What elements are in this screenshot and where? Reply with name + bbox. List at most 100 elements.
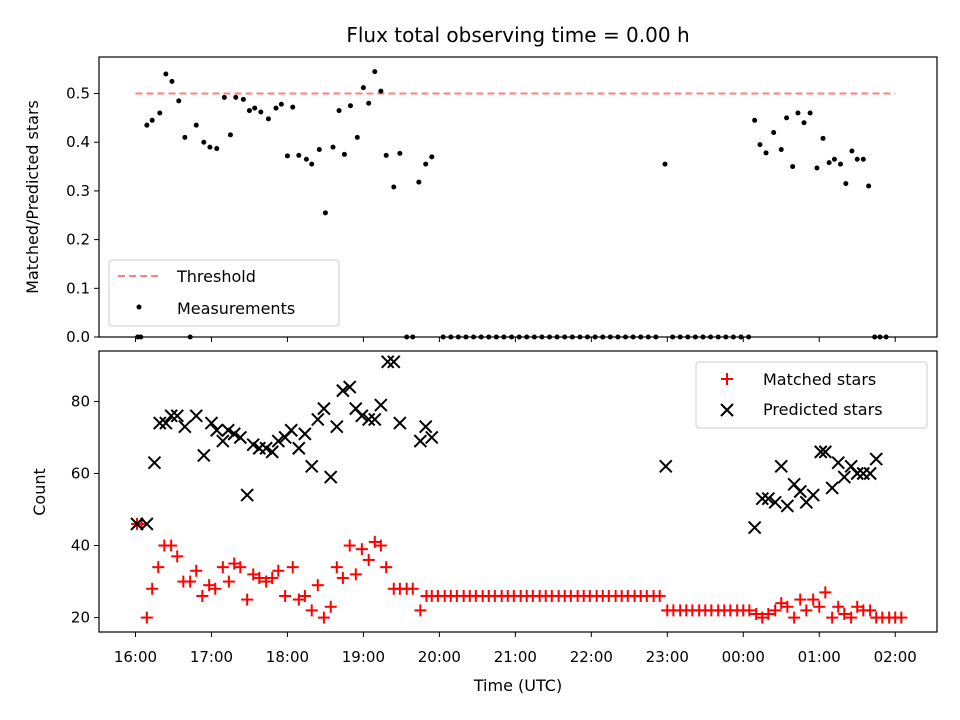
matched-star-point: [260, 575, 273, 588]
predicted-star-point: [413, 434, 428, 448]
measurement-point: [807, 110, 813, 116]
predicted-star-point: [292, 441, 306, 455]
predicted-star-point: [271, 434, 286, 448]
measurement-point: [265, 116, 271, 122]
measurement-point: [207, 144, 213, 150]
measurement-point: [354, 134, 360, 140]
matched-legend-label: Matched stars: [763, 370, 876, 389]
ratio-panel-frame: [98, 56, 938, 338]
predicted-star-point: [170, 409, 184, 423]
matched-star-point: [190, 564, 203, 577]
count-x-tick-label: 02:00: [874, 648, 917, 666]
matched-star-point: [266, 571, 279, 584]
measurement-point: [214, 146, 220, 152]
measurement-point: [831, 156, 837, 162]
measurement-point: [221, 94, 227, 100]
matched-star-point: [762, 607, 775, 620]
measurement-point: [366, 100, 372, 106]
ratio-x-ticks: [134, 337, 896, 342]
predicted-star-point: [837, 470, 852, 484]
predicted-star-point: [780, 499, 795, 513]
matched-star-point: [775, 597, 788, 610]
matched-legend-swatch: [721, 373, 733, 385]
measurement-point: [252, 105, 258, 111]
measurement-point: [284, 153, 290, 159]
predicted-star-point: [814, 445, 828, 459]
predicted-star-point: [240, 488, 254, 502]
matched-star-point: [317, 611, 330, 624]
ratio-y-tick-label: 0.1: [66, 279, 90, 297]
ratio-legend-box: [108, 259, 340, 327]
measurement-point: [322, 210, 328, 216]
predicted-star-point: [317, 401, 331, 416]
predicted-star-point: [850, 466, 864, 481]
matched-star-point: [743, 604, 756, 617]
predicted-star-point: [374, 398, 388, 412]
matched-star-point: [324, 600, 337, 613]
measurement-point: [378, 88, 384, 94]
measurement-point: [149, 117, 155, 123]
measurement-point: [144, 122, 150, 128]
count-x-tick-label: 01:00: [798, 648, 841, 666]
matched-star-point: [826, 611, 839, 624]
matched-star-point: [196, 589, 209, 602]
matched-star-point: [234, 561, 247, 574]
matched-star-point: [750, 607, 763, 620]
predicted-star-point: [153, 416, 167, 430]
predicted-star-point: [387, 355, 401, 369]
measurement-point: [233, 94, 239, 100]
measurement-point: [849, 148, 855, 154]
predicted-star-point: [147, 455, 162, 470]
matched-star-point: [838, 607, 851, 620]
measurement-point: [801, 120, 807, 126]
matched-star-point: [292, 593, 305, 606]
predicted-star-point: [869, 452, 883, 466]
matched-star-point: [788, 611, 801, 624]
measurement-point: [843, 181, 849, 187]
measurement-point: [860, 156, 866, 162]
matched-star-point: [355, 543, 368, 556]
predicted-star-point: [324, 470, 338, 484]
measurement-point: [278, 101, 284, 107]
measurement-point: [814, 165, 820, 171]
predicted-star-point: [330, 419, 344, 434]
measurement-point: [752, 117, 758, 123]
matched-star-point: [203, 579, 216, 592]
predicted-star-point: [265, 445, 279, 459]
predicted-star-point: [856, 466, 871, 481]
measurement-point: [423, 161, 429, 167]
matched-star-point: [146, 582, 159, 595]
predicted-star-point: [425, 430, 439, 445]
matched-star-point: [171, 550, 184, 563]
measurement-point: [303, 156, 309, 162]
measurement-point: [163, 71, 169, 77]
measurement-point: [290, 104, 296, 110]
ratio-y-tick-label: 0.2: [66, 231, 90, 249]
count-x-tick-label: 16:00: [114, 648, 157, 666]
predicted-star-point: [368, 412, 382, 427]
measurement-point: [778, 147, 784, 153]
matched-star-point: [406, 582, 419, 595]
count-legend: Matched stars Predicted stars: [695, 361, 928, 429]
count-x-tick-label: 20:00: [418, 648, 461, 666]
count-y-tick-label: 20: [71, 609, 90, 627]
predicted-star-point: [221, 423, 235, 437]
matched-star-point: [800, 604, 813, 617]
predicted-star-point: [768, 495, 782, 510]
matched-star-point: [653, 589, 666, 602]
predicted-star-point: [418, 419, 433, 434]
measurements-legend-label: Measurements: [177, 299, 295, 318]
ratio-panel: 0.0 0.1 0.2 0.3 0.4 0.5 Matched/Predicted sta…: [23, 56, 938, 346]
measurement-point: [790, 164, 796, 170]
matched-star-point: [228, 557, 241, 570]
matched-star-point: [807, 593, 820, 606]
measurement-point: [341, 151, 347, 157]
predicted-star-point: [284, 423, 298, 437]
predicted-star-point: [863, 466, 877, 481]
matched-star-point: [272, 564, 285, 577]
matched-star-point: [851, 600, 864, 613]
measurement-point: [309, 161, 315, 167]
measurements-legend-swatch: [136, 304, 142, 310]
measurement-point: [182, 134, 188, 140]
matched-star-point: [374, 539, 387, 552]
